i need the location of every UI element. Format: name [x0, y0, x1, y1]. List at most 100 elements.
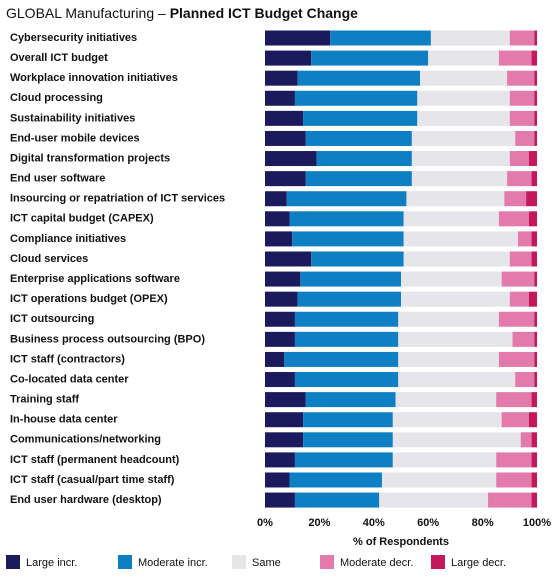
- bar-segment: [303, 432, 393, 448]
- x-tick-label: 80%: [472, 517, 494, 529]
- bar-segment: [392, 432, 521, 448]
- legend-label: Same: [252, 557, 281, 569]
- legend-label: Large decr.: [451, 557, 506, 569]
- bar-segment: [297, 70, 421, 86]
- bar-segment: [289, 472, 382, 488]
- bar-segment: [509, 151, 529, 167]
- bar-segment: [289, 211, 404, 227]
- bar-segment: [531, 432, 537, 448]
- bar-segment: [265, 110, 304, 126]
- category-label: Compliance initiatives: [10, 233, 126, 245]
- category-label: Cloud services: [10, 253, 88, 265]
- bar-segment: [531, 171, 537, 187]
- bar-segment: [531, 472, 537, 488]
- bar-segment: [316, 151, 412, 167]
- bar-segment: [417, 90, 510, 106]
- bar-segment: [411, 130, 516, 146]
- bar-segment: [286, 191, 407, 207]
- bar-segment: [294, 311, 399, 327]
- bar-segment: [498, 311, 535, 327]
- bar-segment: [528, 412, 537, 428]
- bar-segment: [395, 392, 497, 408]
- category-label: ICT capital budget (CAPEX): [10, 213, 154, 225]
- bar-segment: [528, 211, 537, 227]
- category-label: Training staff: [10, 394, 79, 406]
- bar-segment: [498, 211, 529, 227]
- bar-segment: [392, 412, 502, 428]
- bar-segment: [265, 492, 295, 508]
- category-label: In-house data center: [10, 414, 118, 426]
- category-label: Business process outsourcing (BPO): [10, 333, 205, 345]
- legend-label: Moderate decr.: [340, 557, 413, 569]
- bar-segment: [517, 231, 532, 247]
- bar-segment: [528, 291, 537, 307]
- bar-segment: [265, 452, 295, 468]
- bar-segment: [294, 452, 393, 468]
- bar-segment: [265, 50, 312, 66]
- bar-segment: [488, 492, 532, 508]
- category-label: End-user mobile devices: [10, 132, 140, 144]
- bar-segment: [534, 372, 537, 388]
- bar-segment: [509, 110, 535, 126]
- bar-segment: [520, 432, 532, 448]
- category-label: Communications/networking: [10, 434, 161, 446]
- bar-segment: [265, 311, 295, 327]
- bar-segment: [284, 351, 399, 367]
- category-label: ICT staff (permanent headcount): [10, 454, 180, 466]
- bar-segment: [406, 191, 505, 207]
- bar-segment: [504, 191, 527, 207]
- bar-segment: [265, 271, 301, 287]
- bar-segment: [398, 311, 499, 327]
- bar-segment: [265, 151, 317, 167]
- bar-segment: [496, 472, 532, 488]
- category-label: Cybersecurity initiatives: [10, 32, 137, 44]
- bar-segment: [265, 251, 312, 267]
- bar-segment: [512, 331, 535, 347]
- category-label: End user hardware (desktop): [10, 494, 162, 506]
- bar-segment: [531, 251, 537, 267]
- bar-segment: [379, 492, 489, 508]
- bar-segment: [507, 171, 532, 187]
- bar-segment: [534, 110, 537, 126]
- bar-segment: [265, 331, 295, 347]
- bar-segment: [417, 110, 510, 126]
- bar-segment: [265, 392, 306, 408]
- bar-segment: [501, 271, 535, 287]
- bar-segment: [411, 151, 510, 167]
- category-label: ICT operations budget (OPEX): [10, 293, 168, 305]
- category-label: ICT staff (casual/part time staff): [10, 474, 175, 486]
- bar-segment: [398, 331, 513, 347]
- bar-segment: [294, 492, 380, 508]
- bar-segment: [392, 452, 497, 468]
- bar-segment: [526, 191, 537, 207]
- bar-segment: [496, 452, 532, 468]
- bar-segment: [509, 251, 532, 267]
- x-tick-label: 0%: [257, 517, 273, 529]
- legend-label: Moderate incr.: [138, 557, 208, 569]
- bar-segment: [265, 231, 293, 247]
- bar-segment: [300, 271, 401, 287]
- bar-segment: [498, 50, 532, 66]
- bar-segment: [531, 452, 537, 468]
- title-topic: Planned ICT Budget Change: [170, 5, 358, 21]
- category-label: Cloud processing: [10, 92, 103, 104]
- bar-segment: [496, 392, 532, 408]
- bar-segment: [534, 331, 537, 347]
- bar-segment: [509, 291, 529, 307]
- bar-segment: [265, 171, 306, 187]
- bar-segment: [265, 130, 306, 146]
- bar-segment: [534, 130, 537, 146]
- bar-segment: [403, 231, 518, 247]
- bar-segment: [305, 130, 412, 146]
- bar-segment: [330, 30, 431, 46]
- category-label: Workplace innovation initiatives: [10, 72, 178, 84]
- bar-segment: [398, 372, 516, 388]
- title-region: GLOBAL Manufacturing –: [6, 5, 166, 21]
- bar-segment: [531, 392, 537, 408]
- bar-segment: [507, 70, 535, 86]
- bar-segment: [265, 432, 304, 448]
- bar-segment: [534, 311, 537, 327]
- category-label: Enterprise applications software: [10, 273, 180, 285]
- bar-segment: [311, 251, 404, 267]
